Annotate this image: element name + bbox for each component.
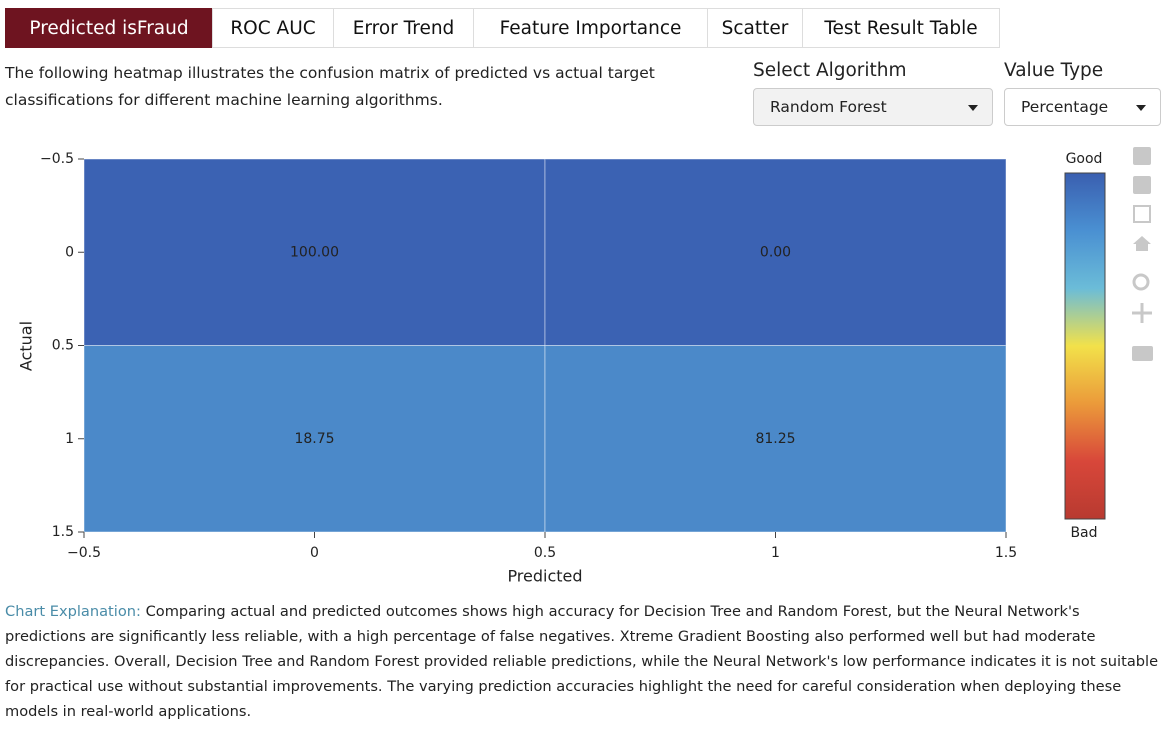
caret [968,105,978,111]
x-tick-label: 0 [310,545,319,561]
pan-button[interactable] [1132,303,1152,323]
heatmap-cell [83,345,546,533]
algorithm-select[interactable]: Random Forest [753,88,993,126]
camera-button[interactable] [1132,346,1153,361]
y-axis-title: Actual [17,321,36,371]
heatmap-cell [83,158,546,346]
heatmap-cell [544,158,1007,346]
x-axis-title: Predicted [507,567,582,586]
control-label: Value Type [1004,60,1104,81]
y-tick-label: −0.5 [40,151,74,167]
tab[interactable]: Test Result Table [802,8,1000,48]
tab[interactable]: Predicted isFraud [5,8,213,48]
y-tick-label: 0.5 [52,338,74,354]
cell-label: 18.75 [294,431,334,447]
y-tick-label: 1.5 [52,524,74,540]
zoom-in-button[interactable] [1133,147,1151,165]
colorbar [1064,172,1106,520]
explanation-label: Chart Explanation: [5,603,141,620]
control-label: Select Algorithm [753,60,907,81]
x-tick-label: 1 [771,545,780,561]
home-button[interactable] [1133,236,1151,251]
cell-label: 0.00 [760,244,791,260]
tab-bar: Predicted isFraud ROC AUC Error Trend Fe… [5,8,1000,48]
chart-explanation: Chart Explanation: Comparing actual and … [5,599,1165,724]
y-tick-label: 0 [65,244,74,260]
x-tick-label: 1.5 [995,545,1017,561]
cell-label: 100.00 [290,244,339,260]
x-tick-label: 0.5 [534,545,556,561]
select-value: Percentage [1021,98,1109,116]
zoom-out-button[interactable] [1133,176,1151,194]
zoom-button[interactable] [1132,273,1150,291]
value-type-select[interactable]: Percentage [1004,88,1161,126]
heatmap-cell [544,345,1007,533]
x-tick-label: −0.5 [67,545,101,561]
select-value: Random Forest [770,98,887,116]
autoscale-button[interactable] [1133,205,1151,223]
y-tick-label: 1 [65,431,74,447]
explanation-text: Comparing actual and predicted outcomes … [5,603,1159,720]
caret [1136,105,1146,111]
description: The following heatmap illustrates the co… [5,64,655,109]
cell-label: 81.25 [755,431,795,447]
colorbar-label: Bad [1070,525,1097,541]
chart: Predicted Actual 100.00 0.00 18.75 81.25 −0.… [17,147,1153,586]
modebar [1132,147,1153,361]
colorbar-label: Good [1066,151,1103,167]
